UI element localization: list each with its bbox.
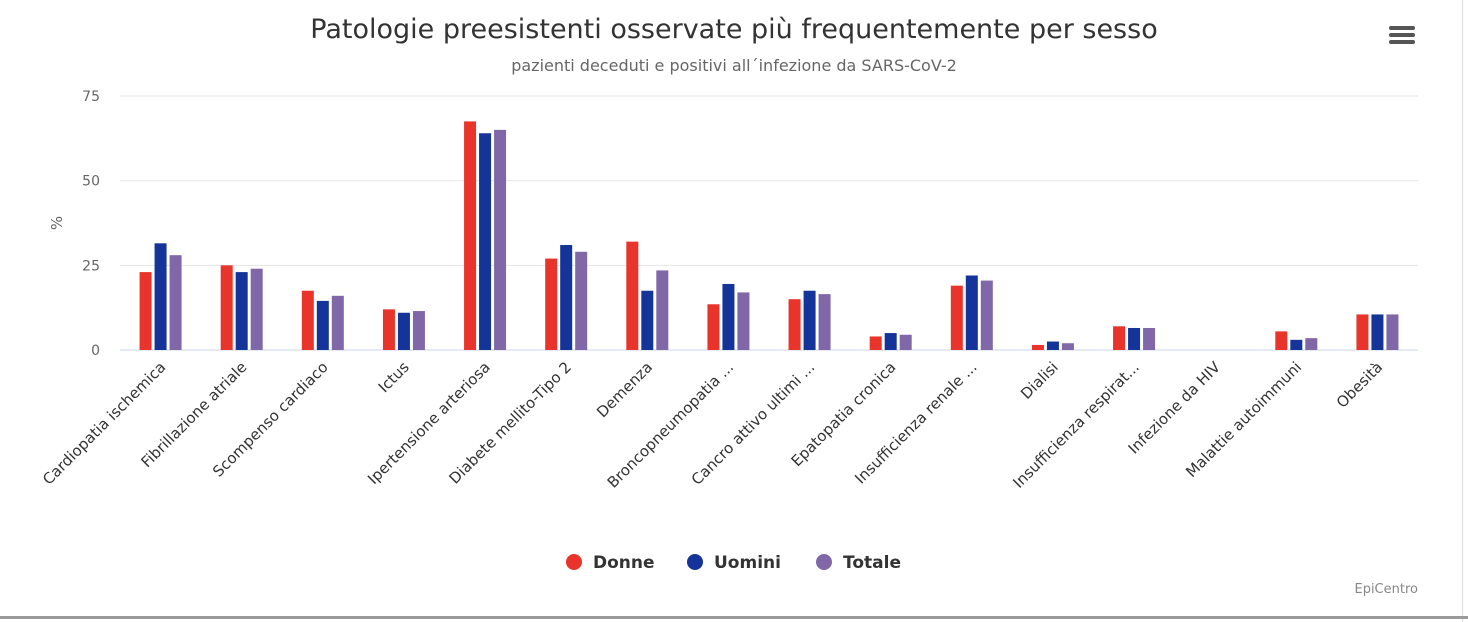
y-tick-label: 50 [82, 174, 100, 190]
chart-subtitle: pazienti deceduti e positivi all´infezio… [511, 56, 957, 75]
bar-totale [331, 295, 344, 350]
bar-uomini [722, 283, 735, 350]
bar-uomini [397, 312, 410, 350]
bar-totale [737, 292, 750, 350]
bar-totale [250, 268, 263, 350]
legend-label: Donne [593, 553, 655, 573]
bottom-divider [0, 616, 1468, 619]
right-divider [1462, 0, 1463, 622]
bar-uomini [884, 333, 897, 350]
bar-donne [301, 290, 314, 350]
bar-donne [626, 241, 639, 350]
bar-totale [575, 251, 588, 350]
bar-totale [494, 129, 507, 350]
bar-donne [220, 265, 233, 350]
bar-uomini [641, 290, 654, 350]
bar-donne [545, 258, 558, 350]
y-tick-label: 0 [91, 343, 100, 359]
x-tick-label: Dialisi [1017, 358, 1062, 403]
legend-item-donne[interactable]: Donne [566, 553, 655, 573]
bar-totale [656, 270, 669, 350]
bar-totale [412, 311, 425, 350]
legend-marker [687, 554, 703, 570]
bar-uomini [235, 272, 248, 350]
legend-item-uomini[interactable]: Uomini [687, 553, 781, 573]
x-tick-label: Obesità [1333, 358, 1386, 411]
legend-marker [816, 554, 832, 570]
bar-donne [788, 299, 801, 350]
credits-link[interactable]: EpiCentro [1354, 582, 1418, 597]
bar-donne [707, 304, 720, 350]
bar-donne [869, 336, 882, 350]
bar-totale [899, 334, 912, 350]
bar-uomini [479, 133, 492, 350]
bar-totale [169, 255, 182, 350]
bar-uomini [803, 290, 816, 350]
bar-uomini [154, 243, 167, 350]
bar-donne [1031, 344, 1044, 350]
bar-totale [1305, 338, 1318, 350]
y-tick-label: 75 [82, 89, 100, 105]
bar-uomini [1046, 341, 1059, 350]
bar-uomini [1371, 314, 1384, 350]
bar-donne [382, 309, 395, 350]
bar-uomini [316, 300, 329, 350]
bar-totale [1386, 314, 1399, 350]
x-tick-label: Ictus [375, 358, 413, 396]
bar-uomini [1290, 339, 1303, 350]
bar-totale [1143, 327, 1156, 350]
chart-title: Patologie preesistenti osservate più fre… [310, 14, 1158, 45]
legend-label: Totale [843, 553, 901, 573]
y-tick-label: 25 [82, 258, 100, 274]
bar-uomini [965, 275, 978, 350]
legend-item-totale[interactable]: Totale [816, 553, 901, 573]
hamburger-menu-icon[interactable] [1388, 24, 1416, 46]
legend-label: Uomini [714, 553, 781, 573]
bar-uomini [1128, 327, 1141, 350]
legend-marker [566, 554, 582, 570]
x-tick-label: Demenza [593, 358, 656, 421]
bar-totale [980, 280, 993, 350]
bar-donne [464, 121, 477, 351]
bar-donne [1275, 331, 1288, 350]
bar-donne [950, 285, 963, 350]
y-axis-title: % [48, 216, 66, 230]
bar-donne [1113, 326, 1126, 350]
bar-totale [818, 294, 831, 350]
bar-totale [1061, 343, 1074, 350]
bar-donne [139, 272, 152, 350]
bar-uomini [560, 245, 573, 350]
bar-donne [1356, 314, 1369, 350]
